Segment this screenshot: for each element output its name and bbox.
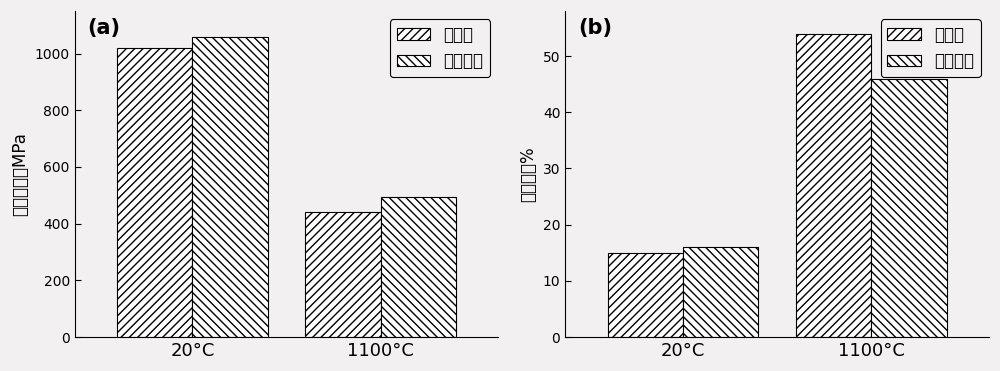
Bar [871,79,947,337]
Y-axis label: 抗拉强度，MPa: 抗拉强度，MPa [11,132,29,216]
Bar [381,197,456,337]
Bar [796,34,871,337]
Text: (b): (b) [578,18,612,37]
Bar [608,253,683,337]
Bar [192,37,268,337]
Legend: 充氯气, 未充氯气: 充氯气, 未充氯气 [390,19,490,77]
Legend: 充氯气, 未充氯气: 充氯气, 未充氯气 [881,19,981,77]
Text: (a): (a) [87,18,120,37]
Bar [117,48,192,337]
Bar [683,247,758,337]
Y-axis label: 延伸率，%: 延伸率，% [519,146,537,202]
Bar [305,212,381,337]
